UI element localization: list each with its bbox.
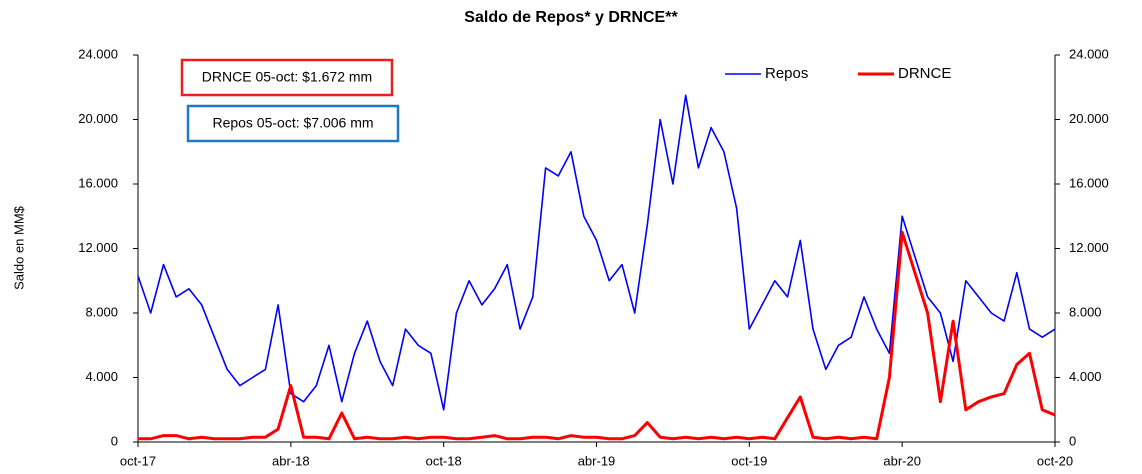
x-tick-label: oct-18: [426, 453, 462, 468]
x-tick-label: abr-20: [883, 453, 921, 468]
annotation-box: [180, 58, 394, 97]
chart-title: Saldo de Repos* y DRNCE**: [464, 9, 678, 26]
y2-tick-label: 16.000: [1069, 175, 1109, 190]
y2-tick-label: 12.000: [1069, 240, 1109, 255]
x-tick-label: oct-19: [731, 453, 767, 468]
y2-tick-label: 8.000: [1069, 304, 1102, 319]
series-line: [137, 94, 1056, 411]
x-tick-label: oct-20: [1037, 453, 1073, 468]
x-tick-label: abr-18: [272, 453, 310, 468]
y-axis-label: Saldo en MM$: [11, 205, 26, 290]
annotation: DRNCE 05-oct: $1.672 mm: [202, 69, 372, 85]
annotation-box: [186, 104, 400, 143]
y2-tick-label: 24.000: [1069, 46, 1109, 61]
legend-label: DRNCE: [898, 65, 951, 82]
y-tick-label: 4.000: [85, 369, 118, 384]
y2-tick-label: 20.000: [1069, 111, 1109, 126]
y-tick-label: 12.000: [78, 240, 118, 255]
series-line: [138, 230, 1056, 441]
y-tick-label: 24.000: [78, 46, 118, 61]
y2-tick-label: 4.000: [1069, 369, 1102, 384]
annotation: Repos 05-oct: $7.006 mm: [212, 115, 373, 131]
y-tick-label: 20.000: [78, 111, 118, 126]
y-tick-label: 8.000: [85, 304, 118, 319]
x-tick-label: oct-17: [120, 453, 156, 468]
y-tick-label: 16.000: [78, 175, 118, 190]
x-tick-label: abr-19: [578, 453, 616, 468]
y2-tick-label: 0: [1069, 433, 1076, 448]
legend-label: Repos: [765, 65, 808, 82]
y-tick-label: 0: [111, 433, 118, 448]
